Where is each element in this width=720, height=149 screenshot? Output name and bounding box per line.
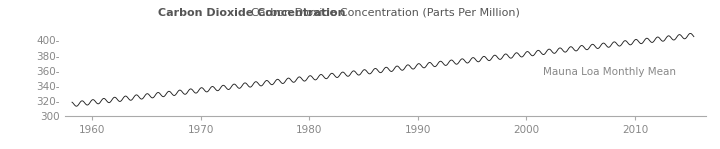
Text: Carbon Dioxide Concentration (Parts Per Million): Carbon Dioxide Concentration (Parts Per … — [251, 8, 520, 18]
Text: Mauna Loa Monthly Mean: Mauna Loa Monthly Mean — [543, 67, 675, 77]
Text: Carbon Dioxide Concentration: Carbon Dioxide Concentration — [158, 8, 346, 18]
